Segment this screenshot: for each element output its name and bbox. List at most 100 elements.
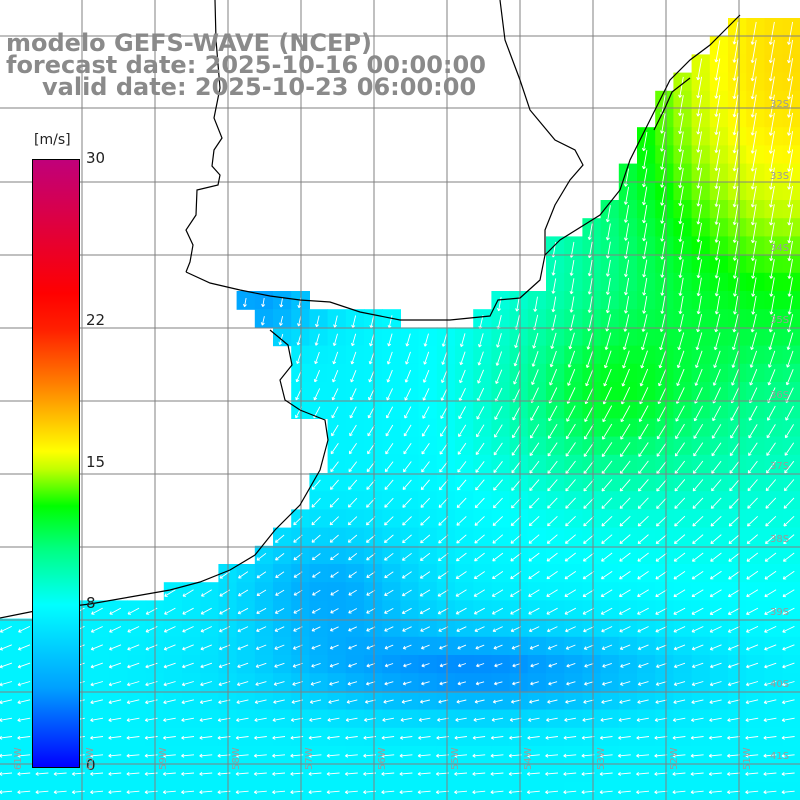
wind-arrow bbox=[727, 625, 740, 633]
wind-arrow bbox=[675, 423, 685, 440]
wind-arrow bbox=[345, 753, 358, 758]
wind-arrow bbox=[732, 314, 739, 333]
wind-arrow bbox=[329, 644, 339, 650]
wind-arrow bbox=[745, 735, 759, 740]
wind-arrow bbox=[456, 516, 467, 526]
wind-arrow bbox=[787, 39, 794, 64]
wind-arrow bbox=[654, 735, 668, 740]
wind-arrow bbox=[749, 369, 758, 386]
wind-arrow bbox=[199, 717, 213, 722]
wind-arrow bbox=[765, 497, 777, 509]
wind-arrow bbox=[546, 589, 558, 597]
wind-arrow bbox=[750, 131, 757, 154]
wind-arrow bbox=[619, 626, 631, 633]
wind-arrow bbox=[90, 681, 104, 687]
wind-arrow bbox=[476, 406, 485, 420]
wind-arrow bbox=[528, 571, 540, 580]
wind-arrow bbox=[144, 717, 158, 722]
wind-arrow bbox=[296, 333, 302, 346]
wind-arrow bbox=[419, 589, 431, 597]
wind-arrow bbox=[144, 735, 158, 740]
wind-arrow bbox=[327, 717, 340, 722]
wind-arrow bbox=[256, 571, 267, 579]
wind-arrow bbox=[439, 644, 448, 650]
wind-arrow bbox=[474, 552, 485, 562]
wind-arrow bbox=[420, 626, 430, 632]
wind-arrow bbox=[660, 295, 666, 314]
wind-arrow bbox=[386, 351, 393, 365]
wind-arrow bbox=[658, 368, 667, 387]
wind-arrow bbox=[403, 663, 412, 668]
wind-arrow bbox=[347, 516, 358, 526]
longitude-label: 60W bbox=[85, 747, 96, 770]
longitude-label: 52W bbox=[669, 747, 680, 770]
wind-arrow bbox=[600, 571, 613, 580]
wind-arrow bbox=[329, 479, 339, 490]
wind-arrow bbox=[600, 607, 613, 615]
wind-arrow bbox=[673, 607, 686, 615]
wind-arrow bbox=[637, 571, 649, 580]
wind-arrow bbox=[642, 168, 648, 188]
wind-arrow bbox=[272, 735, 286, 740]
wind-arrow bbox=[420, 497, 431, 508]
wind-arrow bbox=[164, 607, 176, 615]
wind-arrow bbox=[605, 278, 611, 295]
wind-arrow bbox=[314, 351, 320, 365]
wind-arrow bbox=[747, 460, 758, 474]
wind-arrow bbox=[709, 570, 722, 580]
wind-arrow bbox=[417, 790, 431, 795]
wind-arrow bbox=[565, 699, 576, 704]
wind-arrow bbox=[311, 644, 321, 650]
wind-arrow bbox=[674, 442, 685, 457]
wind-arrow bbox=[768, 112, 775, 136]
wind-arrow bbox=[529, 699, 540, 704]
wind-arrow bbox=[732, 40, 739, 63]
wind-arrow bbox=[384, 479, 394, 490]
wind-arrow bbox=[511, 460, 522, 474]
wind-arrow bbox=[673, 626, 686, 633]
wind-arrow bbox=[781, 699, 795, 705]
wind-arrow bbox=[493, 461, 503, 474]
wind-arrow bbox=[581, 790, 595, 795]
wind-arrow bbox=[312, 589, 321, 596]
wind-arrow bbox=[691, 662, 704, 669]
wind-arrow bbox=[655, 534, 667, 545]
wind-arrow bbox=[254, 735, 267, 740]
wind-arrow bbox=[514, 332, 521, 349]
wind-arrow bbox=[696, 314, 703, 333]
longitude-label: 59W bbox=[158, 747, 169, 770]
wind-arrow bbox=[750, 94, 757, 118]
wind-arrow bbox=[732, 21, 739, 45]
wind-arrow bbox=[623, 186, 630, 205]
wind-arrow bbox=[659, 314, 666, 333]
wind-arrow bbox=[199, 790, 213, 795]
wind-arrow bbox=[493, 681, 503, 686]
wind-arrow bbox=[381, 735, 395, 740]
wind-arrow bbox=[420, 644, 430, 650]
wind-arrow bbox=[420, 479, 430, 491]
wind-arrow bbox=[256, 552, 267, 561]
wind-arrow bbox=[749, 350, 758, 368]
wind-arrow bbox=[678, 259, 684, 279]
wind-arrow bbox=[605, 296, 611, 314]
wind-arrow bbox=[727, 699, 741, 705]
wind-arrow bbox=[728, 534, 740, 545]
wind-arrow bbox=[676, 368, 685, 387]
wind-arrow bbox=[690, 735, 704, 740]
wind-arrow bbox=[567, 350, 576, 368]
wind-arrow bbox=[569, 278, 575, 295]
wind-arrow bbox=[493, 479, 503, 491]
wind-arrow bbox=[473, 589, 485, 597]
wind-arrow bbox=[418, 717, 431, 722]
wind-arrow bbox=[748, 424, 758, 439]
wind-arrow bbox=[660, 131, 666, 152]
wind-arrow bbox=[108, 790, 122, 795]
wind-arrow bbox=[344, 771, 358, 776]
wind-arrow bbox=[583, 626, 595, 633]
wind-arrow bbox=[642, 204, 648, 224]
wind-arrow bbox=[438, 479, 449, 491]
wind-arrow bbox=[109, 607, 122, 615]
wind-arrow bbox=[599, 753, 613, 758]
wind-arrow bbox=[528, 607, 540, 615]
